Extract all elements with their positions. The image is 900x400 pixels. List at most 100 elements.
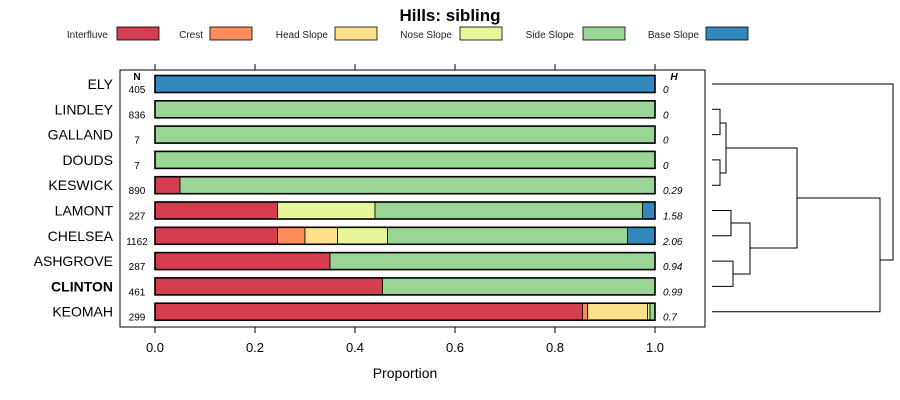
bar-outline [154,150,656,170]
dendrogram-branch [726,147,798,249]
n-value: 7 [134,161,140,172]
row-labels: ELY 405 0 LINDLEY 836 0 GALLAND 7 0 DOUDS 7 0 KESWIC… [34,76,683,324]
row-label: DOUDS [62,152,113,168]
bar-segment-crest [277,226,306,245]
h-value: 0 [663,110,669,121]
dendrogram-branch [712,108,721,136]
bar-segment-interfluve [154,176,181,195]
legend-swatch [582,26,626,41]
bar-segment-side-slope [387,226,628,245]
bar-segment-interfluve [154,201,278,220]
x-tick-label: 0.4 [346,340,364,355]
n-value: 299 [129,313,146,324]
bar-segment-crest [582,302,588,321]
n-header: N [133,72,140,83]
bar-outline [154,100,656,119]
n-value: 7 [134,136,140,147]
legend-label: Head Slope [276,30,329,41]
bar-segment-base-slope [627,226,656,245]
n-value: 287 [129,262,146,273]
bar-segment-side-slope [154,125,656,144]
bar-segment-base-slope [154,75,656,93]
chart-title: Hills: sibling [399,6,500,25]
x-axis-title: Proportion [373,365,438,381]
x-tick-label: 0.0 [146,340,164,355]
bars [154,74,656,322]
row-label: LAMONT [55,203,114,219]
row-label: ELY [88,76,114,92]
legend-swatch [334,26,378,41]
n-value: 227 [129,212,146,223]
bar-outline [154,302,656,322]
x-tick-label: 1.0 [646,340,664,355]
dendrogram-branch [731,222,751,275]
x-tick-label: 0.8 [546,340,564,355]
row-label: GALLAND [48,127,113,143]
bar-segment-nose-slope [277,201,376,220]
legend-label: Nose Slope [400,30,452,41]
h-value: 2.06 [662,237,683,248]
h-value: 0 [663,85,669,96]
n-value: 836 [129,110,146,121]
h-value: 0.94 [663,262,683,273]
x-axis: 0.0 0.2 0.4 0.6 0.8 1.0 [146,327,664,355]
bar-segment-interfluve [154,302,583,321]
h-value: 0.99 [663,287,683,298]
bar-segment-base-slope [642,201,656,220]
h-value: 1.58 [663,212,683,223]
legend-swatch [116,26,160,41]
h-value: 0 [663,136,669,147]
dendrogram-branch [712,159,721,186]
row-label: KESWICK [48,177,113,193]
row-label: CHELSEA [48,228,114,244]
bar-outline [154,226,656,246]
h-header: H [670,72,678,83]
bar-outline [154,277,656,296]
legend-label: Crest [179,30,203,41]
bar-segment-side-slope [179,176,656,195]
bar-segment-nose-slope [337,226,388,245]
n-value: 461 [129,287,146,298]
bar-segment-interfluve [154,252,331,271]
bar-segment-head-slope [587,302,648,321]
legend-swatch [459,26,503,41]
n-value: 890 [129,186,146,197]
dendrogram [712,83,894,313]
dendrogram-branch [712,83,894,261]
x-tick-label: 0.2 [246,340,264,355]
bar-segment-side-slope [329,252,656,271]
row-label: KEOMAH [52,304,113,320]
bar-segment-side-slope [382,277,656,296]
legend-label: Base Slope [648,30,700,41]
dendrogram-branch [712,197,881,313]
n-value: 405 [129,85,146,96]
legend-label: Side Slope [526,30,575,41]
bar-segment-head-slope [304,226,338,245]
bar-outline [154,251,656,271]
dendrogram-branch [720,122,727,174]
x-tick-label: 0.6 [446,340,464,355]
bar-outline [154,74,656,94]
bar-outline [154,125,656,144]
bar-segment-interfluve [154,277,383,296]
bar-segment-side-slope [374,201,643,220]
h-value: 0.7 [663,313,677,324]
row-label: ASHGROVE [34,253,113,269]
legend-swatch [209,26,253,41]
bar-segment-side-slope [154,100,656,119]
n-value: 1162 [126,237,148,248]
bar-outline [154,201,656,220]
legend-label: Interfluve [67,30,109,41]
bar-segment-interfluve [154,226,278,245]
dendrogram-branch [712,210,732,237]
bar-outline [154,175,656,195]
legend: Interfluve Crest Head Slope Nose Slope Side … [67,26,749,41]
row-label: LINDLEY [55,101,114,117]
h-value: 0 [663,161,669,172]
panel-frame [119,69,706,328]
h-value: 0.29 [663,186,683,197]
legend-swatch [705,26,749,41]
dendrogram-branch [712,260,734,287]
